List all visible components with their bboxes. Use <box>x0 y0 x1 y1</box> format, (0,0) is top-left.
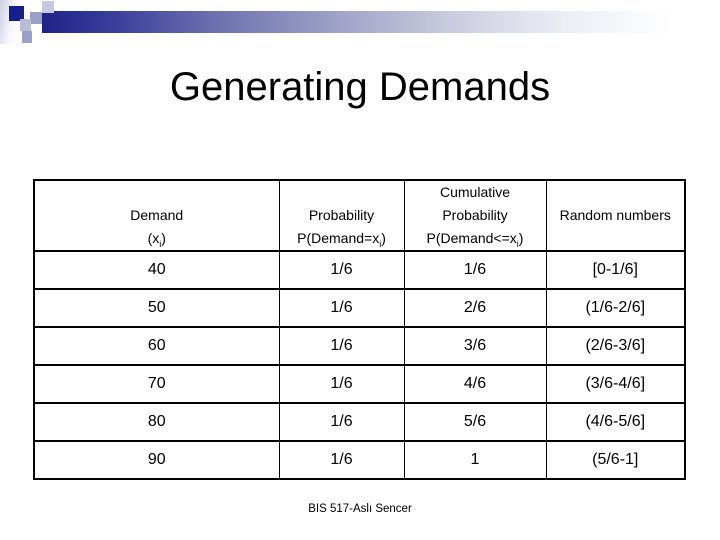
decoration-square-light-mid <box>20 19 31 31</box>
table-row: 80 1/6 5/6 (4/6-5/6] <box>33 402 686 442</box>
table-cell-probability: 1/6 <box>278 364 405 404</box>
footer-text: BIS 517-Aslı Sencer <box>308 503 412 515</box>
header-gradient-bar <box>42 11 720 33</box>
header-cumulative-line1: Cumulative <box>439 184 511 200</box>
header-probability-line1: Probability <box>308 207 375 223</box>
table-cell-cumulative: 1 <box>403 440 547 480</box>
table-row: 60 1/6 3/6 (2/6-3/6] <box>33 326 686 366</box>
decoration-square-light-top <box>42 1 54 13</box>
table-cell-random-range: (2/6-3/6] <box>545 326 686 366</box>
table-cell-random-range: (5/6-1] <box>545 440 686 480</box>
table-cell-probability: 1/6 <box>278 402 405 442</box>
decoration-square-medium <box>30 12 42 24</box>
header-cumulative-line2: Probability <box>442 207 508 223</box>
decoration-square-navy <box>9 6 24 21</box>
demand-table: Demand (xi) Probability P(Demand=xi) Cum… <box>33 179 686 480</box>
header-random-numbers-label: Random numbers <box>559 207 671 223</box>
table-cell-cumulative: 5/6 <box>403 402 547 442</box>
table-header-row: Demand (xi) Probability P(Demand=xi) Cum… <box>33 179 686 252</box>
col-header-random-numbers: Random numbers <box>545 179 686 252</box>
header-demand-line1: Demand <box>130 207 184 223</box>
header-cumulative-line3: P(Demand<=xi) <box>426 230 524 249</box>
table-cell-random-range: (1/6-2/6] <box>545 288 686 328</box>
table-cell-probability: 1/6 <box>278 440 405 480</box>
table-cell-cumulative: 4/6 <box>403 364 547 404</box>
header-demand-line2: (xi) <box>147 230 166 249</box>
table-cell-cumulative: 3/6 <box>403 326 547 366</box>
table-cell-probability: 1/6 <box>278 288 405 328</box>
table-cell-demand: 90 <box>33 440 280 480</box>
table-cell-demand: 60 <box>33 326 280 366</box>
header-probability-line2: P(Demand=xi) <box>297 230 386 249</box>
col-header-cumulative-probability: Cumulative Probability P(Demand<=xi) <box>403 179 547 252</box>
table-cell-random-range: (4/6-5/6] <box>545 402 686 442</box>
table-row: 40 1/6 1/6 [0-1/6] <box>33 250 686 290</box>
table-cell-cumulative: 2/6 <box>403 288 547 328</box>
table-row: 50 1/6 2/6 (1/6-2/6] <box>33 288 686 328</box>
table-cell-demand: 50 <box>33 288 280 328</box>
decoration-square-medium-low <box>22 31 32 43</box>
col-header-demand: Demand (xi) <box>33 179 280 252</box>
table-cell-probability: 1/6 <box>278 250 405 290</box>
table-cell-demand: 40 <box>33 250 280 290</box>
table-cell-probability: 1/6 <box>278 326 405 366</box>
table-row: 70 1/6 4/6 (3/6-4/6] <box>33 364 686 404</box>
slide-title: Generating Demands <box>169 65 551 109</box>
table-cell-demand: 80 <box>33 402 280 442</box>
table-cell-cumulative: 1/6 <box>403 250 547 290</box>
table-cell-random-range: (3/6-4/6] <box>545 364 686 404</box>
table-cell-random-range: [0-1/6] <box>545 250 686 290</box>
table-row: 90 1/6 1 (5/6-1] <box>33 440 686 480</box>
table-cell-demand: 70 <box>33 364 280 404</box>
col-header-probability: Probability P(Demand=xi) <box>278 179 405 252</box>
